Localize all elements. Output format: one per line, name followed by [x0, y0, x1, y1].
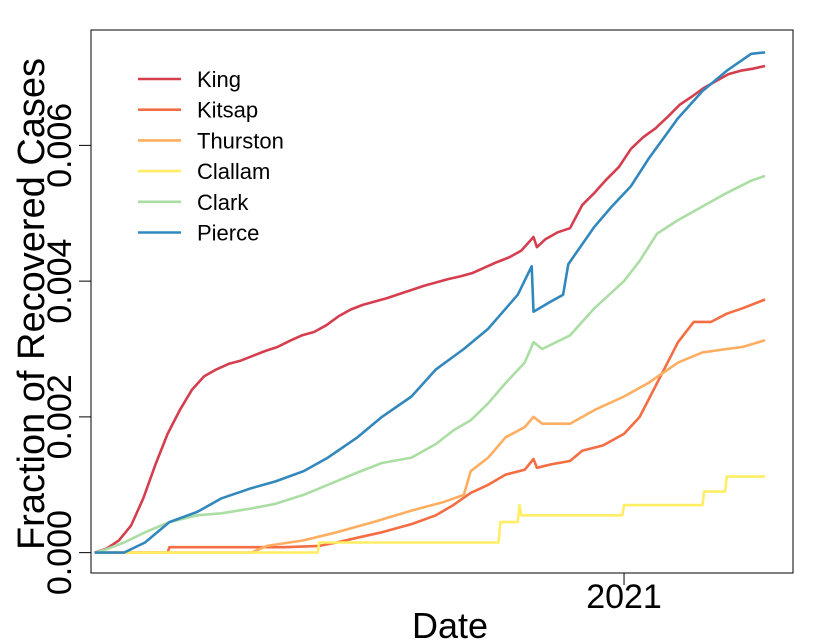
y-axis-title: Fraction of Recovered Cases: [11, 58, 53, 550]
legend-label-clallam: Clallam: [197, 159, 270, 184]
legend-label-thurston: Thurston: [197, 128, 284, 153]
series-line-king: [94, 64, 766, 554]
legend-label-kitsap: Kitsap: [197, 98, 258, 123]
series-lines: [94, 51, 766, 554]
y-tick-label: 0.000: [41, 510, 79, 595]
x-axis-title: Date: [412, 605, 488, 642]
y-tick-label: 0.004: [41, 239, 79, 324]
x-tick-label: 2021: [586, 578, 662, 616]
legend: King Kitsap Thurston Clallam Clark Pierce: [138, 67, 284, 246]
legend-label-clark: Clark: [197, 190, 249, 215]
series-line-clallam: [94, 475, 766, 554]
y-tick-label: 0.006: [41, 103, 79, 188]
y-axis: 0.000 0.002 0.004 0.006: [41, 103, 91, 595]
series-line-clark: [94, 174, 766, 554]
series-line-thurston: [94, 338, 766, 554]
y-tick-label: 0.002: [41, 374, 79, 459]
series-line-pierce: [94, 51, 766, 554]
legend-label-pierce: Pierce: [197, 221, 259, 246]
x-axis: 2021: [586, 573, 662, 616]
plot-frame: [90, 29, 794, 574]
legend-label-king: King: [197, 67, 241, 92]
